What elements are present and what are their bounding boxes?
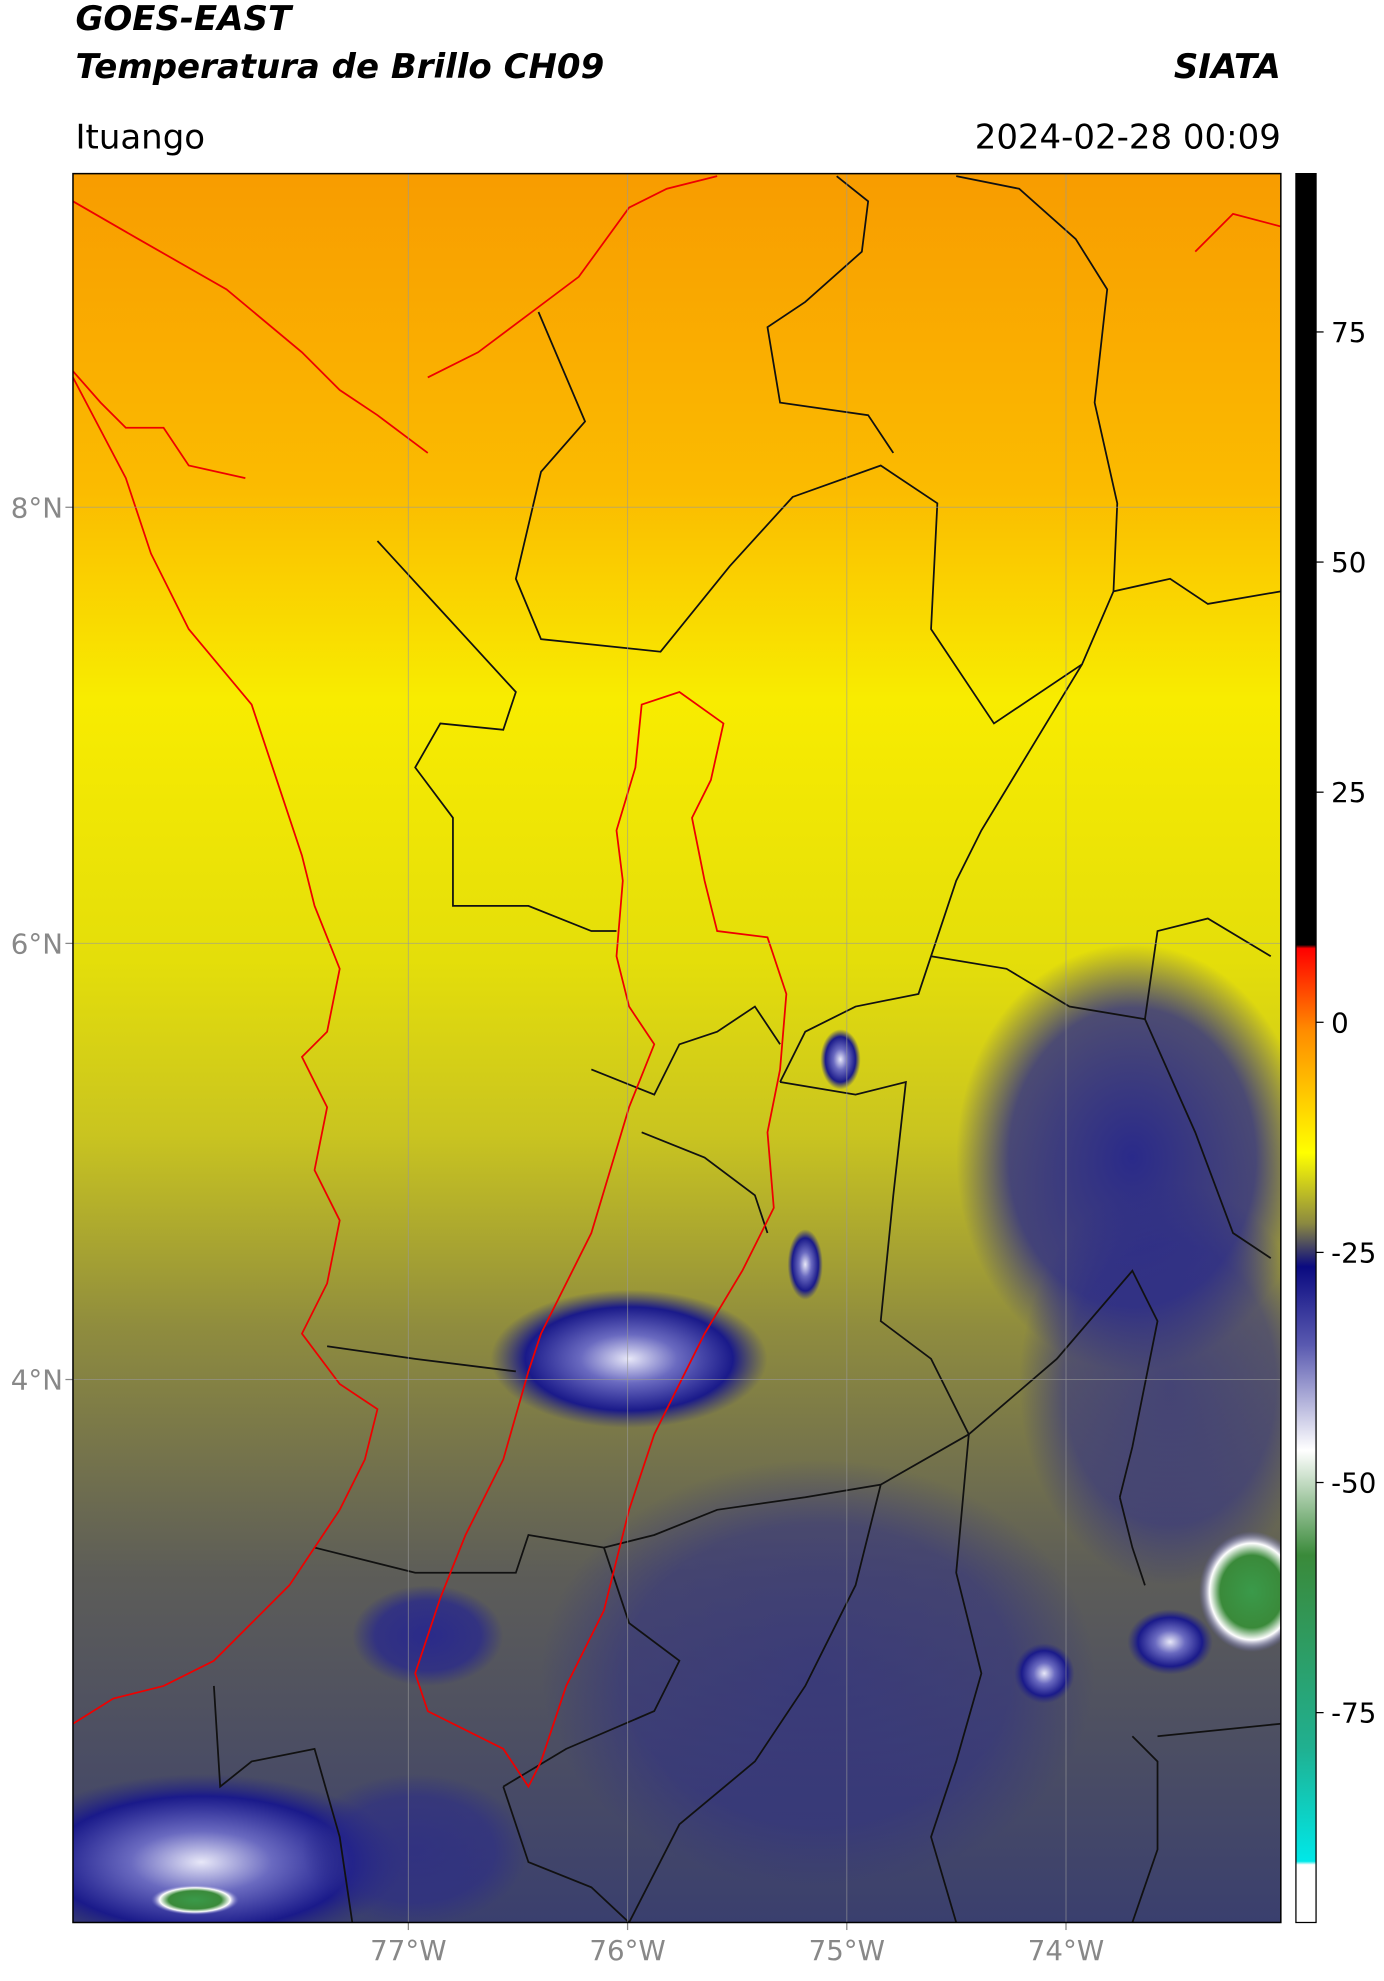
graticule [65, 173, 1281, 1931]
title-line-2: Temperatura de Brillo CH09 [75, 47, 604, 87]
colorbar-tick-label: 0 [1331, 1006, 1349, 1039]
x-tick-label: 76°W [589, 1934, 665, 1967]
map-area [72, 173, 1281, 1923]
coastline-and-basin [72, 175, 1281, 1789]
y-tick-label: 4°N [11, 1364, 63, 1397]
x-tick-label: 74°W [1028, 1934, 1104, 1967]
admin-borders [213, 175, 1281, 1923]
region: Ituango [75, 117, 205, 157]
colorbar [1295, 172, 1317, 1924]
colorbar-tick-label: -25 [1331, 1236, 1376, 1269]
title-line-1: GOES-EAST [75, 0, 293, 39]
colorbar-tick-label: 50 [1331, 546, 1366, 579]
map-frame [72, 172, 1282, 1924]
agency: SIATA [1174, 47, 1281, 87]
y-tick-label: 8°N [11, 491, 63, 524]
timestamp: 2024-02-28 00:09 [975, 117, 1281, 157]
colorbar-tick-label: 25 [1331, 776, 1366, 809]
x-tick-label: 77°W [370, 1934, 446, 1967]
colorbar-tick-label: -75 [1331, 1697, 1376, 1730]
x-tick-label: 75°W [809, 1934, 885, 1967]
colorbar-tick-label: -50 [1331, 1467, 1376, 1500]
colorbar-tick-label: 75 [1331, 316, 1366, 349]
cloud-features [72, 943, 1281, 1923]
y-tick-label: 6°N [11, 927, 63, 960]
